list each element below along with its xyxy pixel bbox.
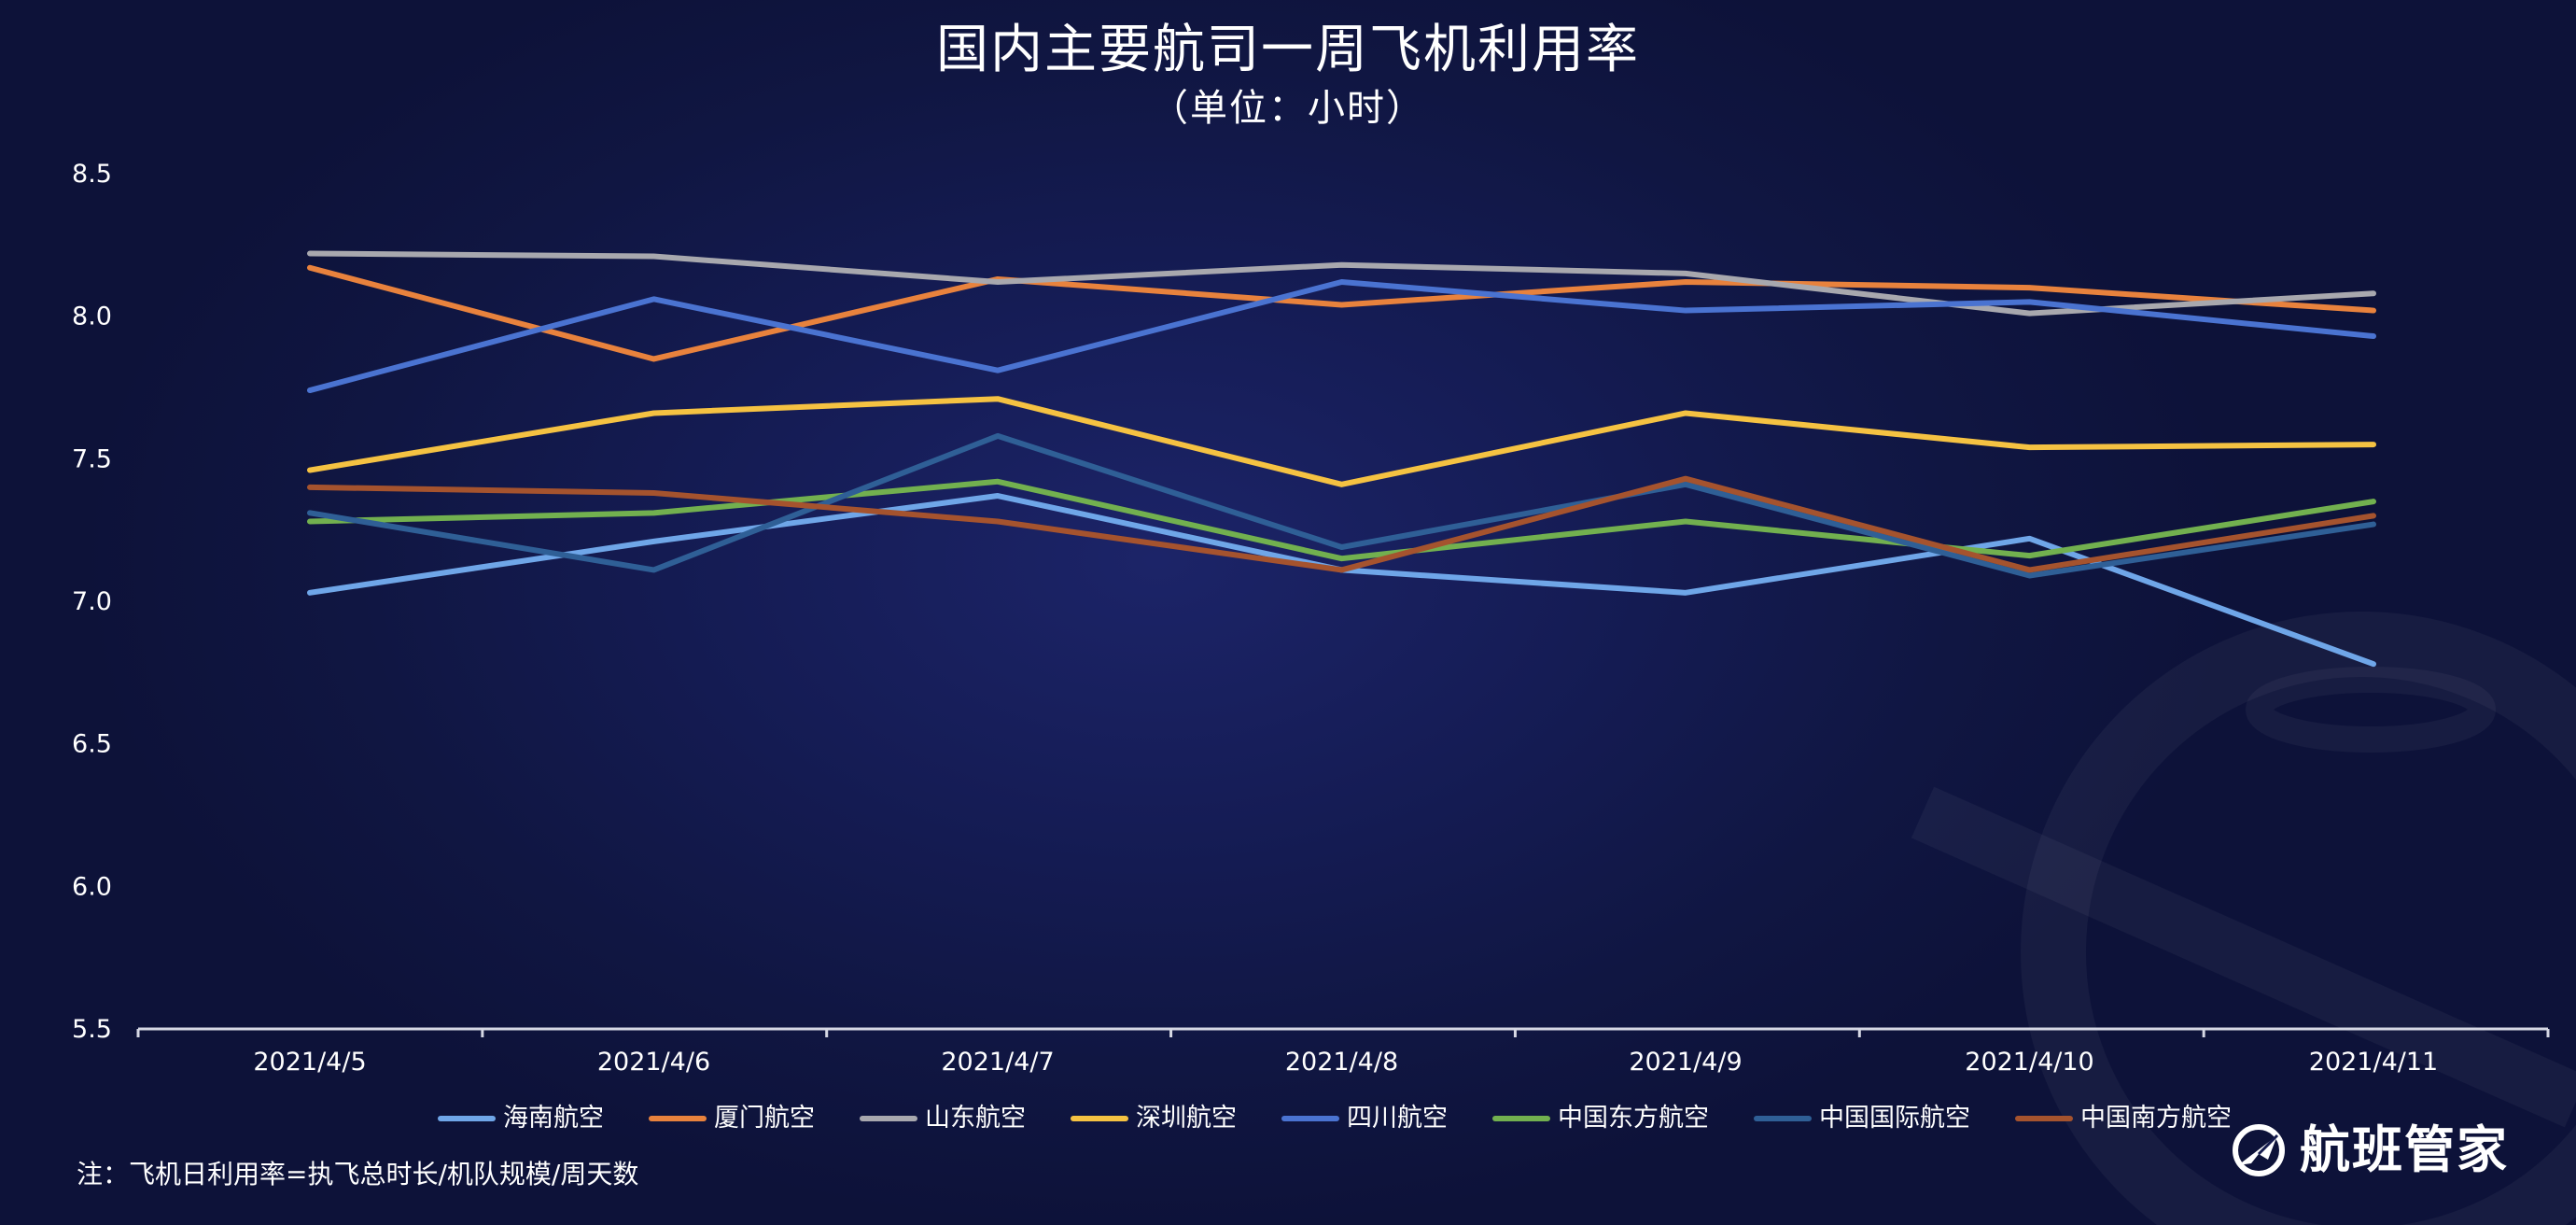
legend-swatch <box>2015 1116 2073 1121</box>
x-tick-label: 2021/4/9 <box>1629 1048 1742 1077</box>
legend-item: 中国东方航空 <box>1492 1100 1709 1137</box>
legend-swatch <box>1492 1116 1550 1121</box>
legend-label: 中国东方航空 <box>1558 1104 1709 1133</box>
legend-swatch <box>438 1116 496 1121</box>
footnote: 注：飞机日利用率=执飞总时长/机队规模/周天数 <box>77 1159 639 1190</box>
x-tick-label: 2021/4/6 <box>597 1048 710 1077</box>
legend-label: 四川航空 <box>1347 1104 1448 1133</box>
series-line-2 <box>307 264 2376 362</box>
y-tick-label: 8.0 <box>72 303 112 331</box>
legend-item: 中国国际航空 <box>1754 1100 1970 1137</box>
series-line-8 <box>307 475 2376 573</box>
legend-item: 山东航空 <box>860 1100 1026 1137</box>
y-tick-label: 7.0 <box>72 587 112 616</box>
x-tick-label: 2021/4/5 <box>253 1048 366 1077</box>
series-line-3 <box>307 250 2376 317</box>
legend-label: 中国国际航空 <box>1819 1104 1970 1133</box>
x-tick-label: 2021/4/10 <box>1965 1048 2093 1077</box>
chart-legend: 海南航空 厦门航空 山东航空 深圳航空 四川航空 中国东方航空 中国国际航空 中国南方航空 <box>0 1100 2576 1137</box>
legend-item: 深圳航空 <box>1071 1100 1237 1137</box>
y-tick-label: 8.5 <box>72 160 112 189</box>
legend-item: 四川航空 <box>1281 1100 1448 1137</box>
legend-label: 深圳航空 <box>1136 1104 1237 1133</box>
chart-subtitle: （单位：小时） <box>1151 87 1425 130</box>
chart-title: 国内主要航司一周飞机利用率 <box>936 20 1640 80</box>
brand-name: 航班管家 <box>2300 1120 2509 1179</box>
legend-label: 中国南方航空 <box>2080 1104 2232 1133</box>
legend-swatch <box>649 1116 707 1121</box>
legend-label: 海南航空 <box>503 1104 604 1133</box>
legend-label: 山东航空 <box>925 1104 1026 1133</box>
legend-item: 中国南方航空 <box>2015 1100 2232 1137</box>
y-tick-label: 6.0 <box>72 872 112 901</box>
brand-logo: 航班管家 <box>2231 1117 2509 1184</box>
y-tick-label: 6.5 <box>72 730 112 759</box>
x-tick-label: 2021/4/11 <box>2309 1048 2438 1077</box>
legend-swatch <box>1754 1116 1812 1121</box>
series-line-4 <box>307 396 2376 487</box>
legend-item: 厦门航空 <box>649 1100 815 1137</box>
x-tick-label: 2021/4/8 <box>1285 1048 1398 1077</box>
legend-swatch <box>860 1116 917 1121</box>
legend-item: 海南航空 <box>438 1100 604 1137</box>
legend-label: 厦门航空 <box>714 1104 815 1133</box>
series-line-7 <box>307 432 2376 579</box>
legend-swatch <box>1071 1116 1128 1121</box>
y-tick-label: 5.5 <box>72 1015 112 1044</box>
legend-swatch <box>1281 1116 1339 1121</box>
series-line-5 <box>307 279 2376 394</box>
y-tick-label: 7.5 <box>72 444 112 473</box>
x-tick-label: 2021/4/7 <box>941 1048 1054 1077</box>
series-line-6 <box>307 478 2376 562</box>
airplane-logo-icon <box>2233 1124 2285 1176</box>
series-line-1 <box>307 493 2376 668</box>
